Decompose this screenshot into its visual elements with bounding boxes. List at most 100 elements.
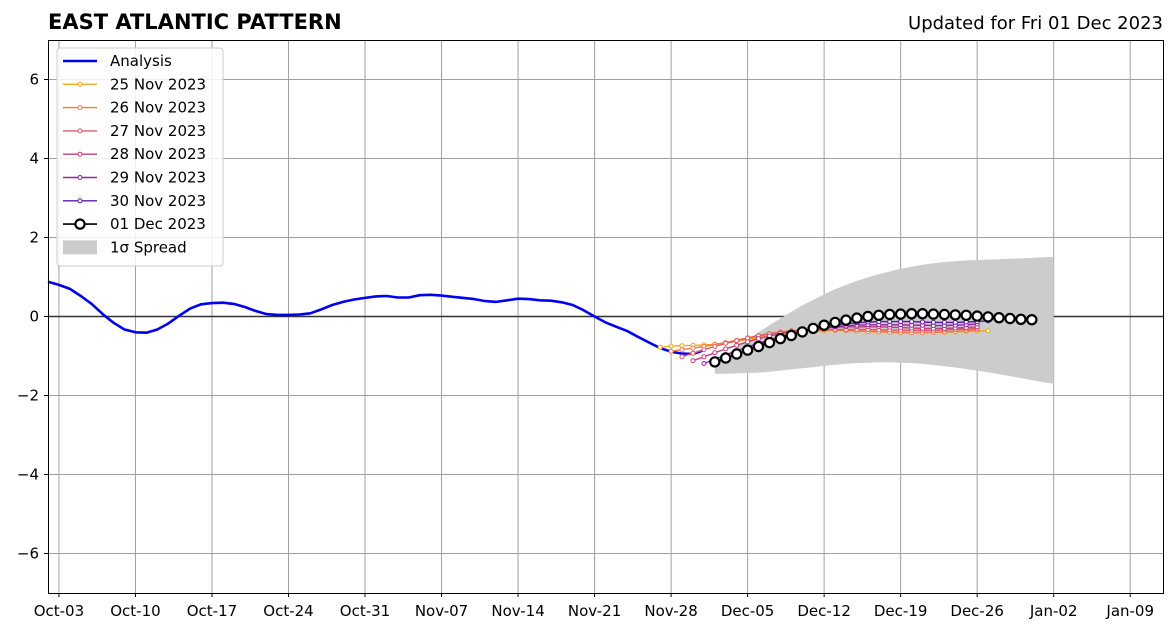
current-forecast-point <box>840 314 852 326</box>
current-forecast-point <box>873 309 885 321</box>
forecast-point <box>701 354 707 360</box>
current-forecast-point <box>916 308 929 320</box>
current-forecast-point <box>774 332 787 345</box>
y-tick-label: −6 <box>17 545 39 563</box>
forecast-point <box>909 319 915 325</box>
legend-swatch-marker <box>74 218 86 230</box>
x-tick-label: Oct-10 <box>110 602 160 620</box>
forecast-point <box>723 340 729 346</box>
current-forecast-point <box>1026 314 1038 326</box>
current-forecast-point <box>993 312 1005 324</box>
current-forecast-point <box>741 344 754 356</box>
current-forecast-point <box>1004 312 1016 325</box>
forecast-point <box>679 343 685 349</box>
legend-swatch-spread <box>63 240 97 255</box>
forecast-point <box>930 319 936 325</box>
forecast-point <box>690 358 696 364</box>
plot-area: Oct-03 Oct-10 Oct-17 Oct-24 Oct-31 Nov-07 Nov-… <box>17 40 1163 620</box>
x-tick-label: Nov-07 <box>415 602 468 620</box>
current-forecast-point <box>960 309 972 321</box>
legend: Analysis 25 Nov 2023 26 Nov 2023 27 Nov 202… <box>56 47 224 267</box>
x-tick-label: Dec-19 <box>874 602 928 620</box>
x-tick-label: Jan-09 <box>1105 602 1154 620</box>
forecast-point <box>690 345 696 351</box>
forecast-point <box>734 338 740 344</box>
forecast-point <box>887 319 893 325</box>
current-forecast-point <box>894 308 907 320</box>
legend-label: 25 Nov 2023 <box>110 75 206 93</box>
forecast-point <box>679 354 685 360</box>
current-forecast-point <box>796 326 809 338</box>
legend-label: 01 Dec 2023 <box>110 215 206 233</box>
current-forecast-point <box>1015 313 1027 325</box>
forecast-point <box>734 342 740 348</box>
y-tick-label: 6 <box>29 71 39 89</box>
current-forecast-point <box>862 310 874 323</box>
current-forecast-point <box>807 322 819 335</box>
legend-label: Analysis <box>110 52 172 70</box>
forecast-point <box>668 348 674 354</box>
y-tick-label: 2 <box>29 229 39 247</box>
y-tick-label: −4 <box>17 466 39 484</box>
current-forecast-point <box>884 308 896 321</box>
x-tick-label: Jan-02 <box>1029 602 1078 620</box>
current-forecast-point <box>720 352 732 364</box>
forecast-line <box>681 327 978 358</box>
legend-label: 29 Nov 2023 <box>110 169 206 187</box>
current-forecast-point <box>829 316 841 329</box>
current-forecast-point <box>938 308 951 321</box>
legend-swatch-marker <box>77 105 83 111</box>
forecast-point <box>941 319 947 325</box>
forecast-point <box>690 350 696 356</box>
legend-swatch-marker <box>77 198 83 204</box>
current-forecast-point <box>785 329 798 342</box>
forecast-point <box>712 344 718 349</box>
chart-title: EAST ATLANTIC PATTERN <box>48 10 342 34</box>
current-forecast-point <box>949 309 962 321</box>
analysis-line <box>47 280 705 356</box>
forecast-point <box>701 361 707 366</box>
chart-subtitle: Updated for Fri 01 Dec 2023 <box>908 13 1163 34</box>
legend-swatch-marker <box>77 151 83 157</box>
y-tick-label: −2 <box>17 387 39 405</box>
forecast-point <box>756 336 761 342</box>
x-tick-label: Nov-21 <box>568 602 621 620</box>
forecast-point <box>985 328 991 334</box>
current-forecast-point <box>818 319 830 331</box>
current-forecast-point <box>905 308 918 320</box>
forecast-point <box>668 343 674 349</box>
x-tick-label: Nov-14 <box>491 602 544 620</box>
forecast-point <box>745 339 751 345</box>
current-forecast-point <box>982 311 994 323</box>
current-forecast-point <box>927 308 940 320</box>
forecast-point <box>952 319 958 325</box>
current-forecast-point <box>971 310 983 322</box>
forecast-point <box>898 319 904 325</box>
y-tick-label: 0 <box>29 308 39 326</box>
x-tick-label: Oct-24 <box>263 602 313 620</box>
current-forecast-point <box>851 312 863 324</box>
x-tick-label: Dec-05 <box>721 602 775 620</box>
current-forecast-point <box>763 336 776 349</box>
forecast-point <box>701 347 707 353</box>
current-forecast-point <box>709 356 721 368</box>
forecast-point <box>657 344 663 350</box>
x-tick-label: Nov-28 <box>644 602 697 620</box>
legend-swatch-marker <box>77 175 83 180</box>
legend-box <box>56 47 224 267</box>
x-tick-label: Dec-12 <box>797 602 851 620</box>
current-forecast-point <box>752 340 765 353</box>
legend-swatch-marker <box>77 128 83 134</box>
legend-swatch-marker <box>77 81 83 87</box>
forecast-point <box>920 319 925 325</box>
plot-frame <box>48 40 1164 594</box>
x-tick-label: Oct-03 <box>34 602 84 620</box>
forecast-point <box>712 350 718 356</box>
x-tick-label: Oct-31 <box>340 602 390 620</box>
current-forecast-point <box>731 348 743 360</box>
x-tick-label: Oct-17 <box>187 602 237 620</box>
legend-label: 1σ Spread <box>110 238 187 256</box>
forecast-point <box>723 346 729 352</box>
legend-label: 27 Nov 2023 <box>110 122 206 140</box>
